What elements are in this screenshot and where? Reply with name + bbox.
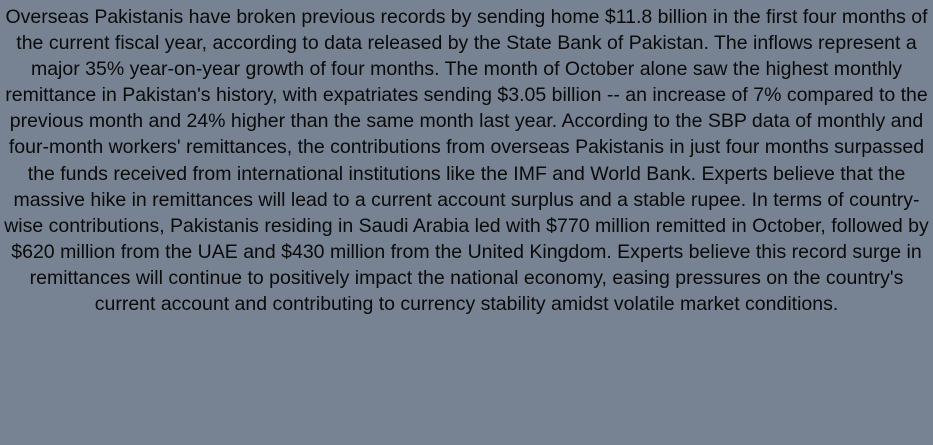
article-body: Overseas Pakistanis have broken previous… — [4, 6, 929, 316]
